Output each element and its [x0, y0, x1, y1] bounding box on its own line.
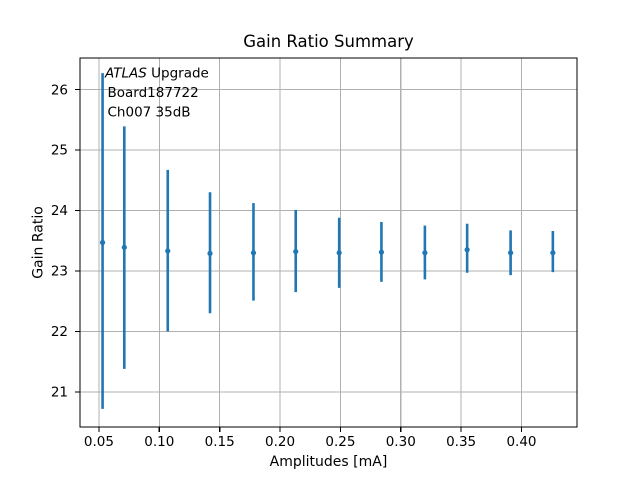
x-tick-label: 0.10 — [144, 434, 174, 450]
data-point-marker — [336, 250, 342, 256]
y-tick-label: 24 — [51, 203, 68, 219]
data-point-marker — [250, 250, 257, 256]
x-tick-label: 0.25 — [325, 434, 355, 450]
y-tick-label: 21 — [51, 385, 68, 401]
data-point-marker — [207, 250, 213, 256]
data-point-marker — [165, 248, 171, 254]
x-axis-label: Amplitudes [mA] — [270, 454, 388, 470]
errorbar-series — [99, 73, 556, 409]
annotation-board: Board187722 — [108, 85, 199, 101]
y-tick-label: 22 — [51, 324, 68, 340]
x-tick-label: 0.30 — [386, 434, 416, 450]
x-tick-label: 0.05 — [84, 434, 114, 450]
x-tick-label: 0.40 — [506, 434, 536, 450]
x-tick-label: 0.20 — [265, 434, 295, 450]
annotation-experiment-name: ATLAS — [104, 66, 147, 82]
data-point-marker — [550, 250, 556, 256]
x-tick-label: 0.15 — [205, 434, 235, 450]
y-tick-label: 26 — [51, 82, 68, 98]
y-axis-label: Gain Ratio — [31, 206, 47, 279]
data-point-marker — [378, 249, 385, 255]
data-point-marker — [293, 248, 299, 255]
axis-ticks — [75, 88, 523, 432]
annotation-experiment: ATLAS Upgrade — [104, 66, 209, 82]
x-tick-label: 0.35 — [446, 434, 476, 450]
data-point-marker — [508, 250, 514, 256]
data-point-marker — [121, 244, 127, 250]
data-point-marker — [99, 239, 106, 246]
y-tick-label: 25 — [51, 143, 68, 159]
chart-title: Gain Ratio Summary — [243, 32, 414, 51]
data-point-marker — [464, 247, 470, 253]
plot-border — [79, 57, 578, 428]
annotation-channel: Ch007 35dB — [108, 105, 191, 121]
annotation-experiment-suffix: Upgrade — [147, 66, 209, 82]
data-point-marker — [422, 250, 428, 256]
axis-tick-labels: 0.05 0.10 0.15 0.20 0.25 0.30 0.35 0.40 21 22 23 24… — [51, 82, 537, 450]
y-tick-label: 23 — [51, 264, 68, 280]
